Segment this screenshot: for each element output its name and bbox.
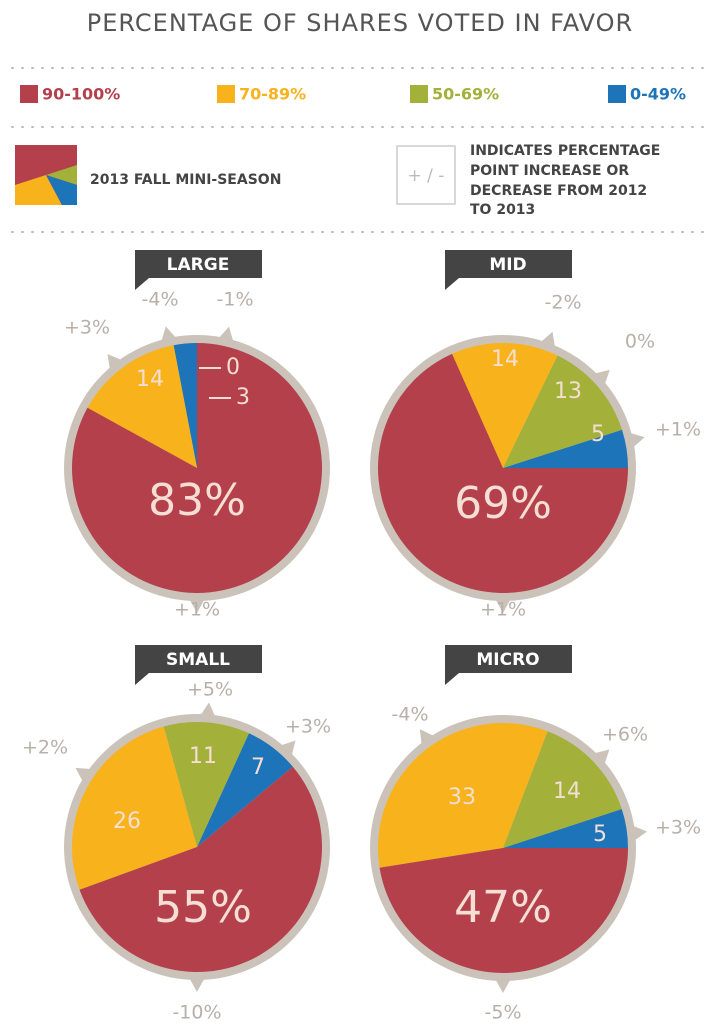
title-tab-notch: [135, 673, 149, 685]
change-label: +3%: [655, 817, 701, 839]
title-tab-notch: [445, 278, 459, 290]
pie-slice: [71, 726, 197, 890]
change-marker: [419, 729, 437, 748]
change-label: +5%: [187, 679, 233, 701]
value-label: 47%: [454, 882, 552, 933]
pie-slice: [163, 721, 249, 847]
value-label: 5: [591, 422, 605, 447]
value-label: 14: [136, 367, 164, 392]
key-icon: [15, 145, 77, 205]
change-marker: [160, 326, 179, 345]
legend-swatch: [410, 85, 428, 103]
change-label: 0%: [625, 331, 655, 353]
title-tab: [135, 250, 262, 278]
key-text: POINT INCREASE OR: [470, 163, 629, 179]
pie-slice: [79, 766, 322, 972]
title-tab: [445, 250, 572, 278]
value-label: 14: [491, 347, 519, 372]
value-label: 7: [251, 755, 265, 780]
key-box: [396, 145, 456, 205]
change-label: +3%: [285, 716, 331, 738]
value-label: 83%: [148, 475, 246, 526]
pie-slice: [197, 733, 293, 847]
pie-slice: [452, 343, 558, 468]
value-label: 26: [113, 809, 141, 834]
key-symbol: + / -: [408, 166, 445, 186]
change-marker: [494, 976, 512, 993]
value-label: 33: [448, 785, 476, 810]
key-label: 2013 FALL MINI-SEASON: [90, 172, 281, 188]
key-text: TO 2013: [470, 202, 535, 218]
pie-slice: [87, 345, 197, 468]
pie-slice: [173, 343, 197, 468]
value-label: 3: [236, 385, 250, 410]
pie-slice: [503, 429, 628, 468]
title: PERCENTAGE OF SHARES VOTED IN FAVOR: [87, 9, 633, 37]
title-tab: [445, 645, 572, 673]
change-marker: [591, 749, 610, 768]
pie-title: LARGE: [167, 255, 230, 275]
change-marker: [629, 824, 648, 843]
pie-slice: [377, 723, 548, 868]
change-label: -5%: [485, 1002, 522, 1024]
title-tab-notch: [445, 673, 459, 685]
change-marker: [188, 975, 206, 992]
value-label: 14: [553, 779, 581, 804]
pie-title: MID: [489, 255, 526, 275]
pie-slice: [503, 808, 628, 848]
change-label: +6%: [602, 724, 648, 746]
change-marker: [216, 326, 235, 345]
title-tab: [135, 645, 262, 673]
pie-slice: [379, 848, 628, 973]
value-label: 5: [593, 822, 607, 847]
legend-label: 50-69%: [432, 85, 499, 104]
value-label: 11: [189, 744, 217, 769]
change-label: -1%: [217, 289, 254, 311]
legend-swatch: [608, 85, 626, 103]
change-marker: [626, 431, 645, 450]
change-label: -10%: [172, 1002, 221, 1024]
change-label: -4%: [392, 704, 429, 726]
change-label: +1%: [655, 419, 701, 441]
value-label: 55%: [154, 882, 252, 933]
change-label: +1%: [480, 599, 526, 621]
change-marker: [188, 596, 206, 613]
change-marker: [494, 596, 512, 613]
key-text: INDICATES PERCENTAGE: [470, 143, 660, 159]
change-label: -4%: [142, 289, 179, 311]
pie-title: MICRO: [476, 650, 539, 670]
legend-swatch: [20, 85, 38, 103]
change-marker: [107, 353, 125, 373]
pie-title: SMALL: [166, 650, 230, 670]
legend-label: 90-100%: [42, 85, 120, 104]
pie-slice: [378, 353, 628, 594]
legend-label: 0-49%: [630, 85, 686, 104]
change-marker: [538, 331, 556, 351]
change-label: +2%: [22, 737, 68, 759]
pie-slice: [72, 343, 322, 593]
change-label: +1%: [174, 599, 220, 621]
change-marker: [198, 702, 217, 720]
change-label: -2%: [545, 292, 582, 314]
legend-label: 70-89%: [239, 85, 306, 104]
key-text: DECREASE FROM 2012: [470, 183, 647, 199]
legend-swatch: [217, 85, 235, 103]
title-tab-notch: [135, 278, 149, 290]
pie-slice: [503, 355, 623, 468]
value-label: 69%: [454, 478, 552, 529]
change-label: +3%: [64, 317, 110, 339]
pie-slice: [503, 731, 622, 848]
change-marker: [591, 369, 610, 388]
change-marker: [277, 740, 296, 759]
value-label: 0: [226, 355, 240, 380]
value-label: 13: [554, 379, 582, 404]
change-marker: [75, 767, 95, 785]
